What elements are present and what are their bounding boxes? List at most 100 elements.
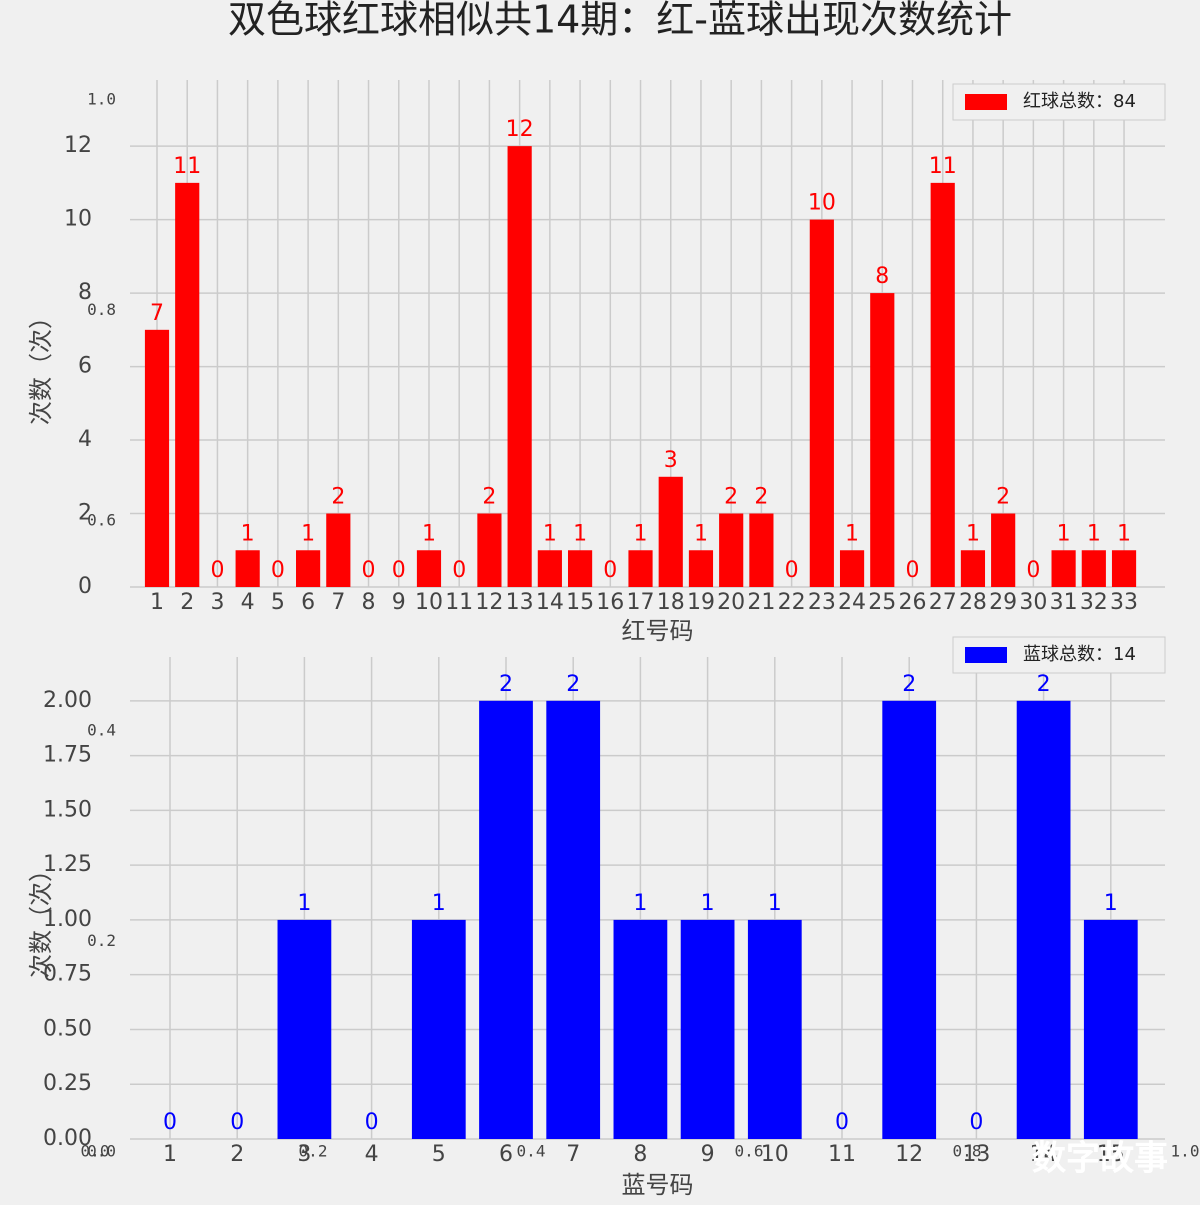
bg-y-tick-label: 0.6 xyxy=(87,510,116,529)
x-tick-label: 17 xyxy=(627,590,655,615)
x-tick-label: 9 xyxy=(392,590,406,615)
value-label: 2 xyxy=(724,485,738,510)
value-label: 2 xyxy=(499,672,513,697)
x-tick-label: 23 xyxy=(808,590,836,615)
x-tick-label: 21 xyxy=(747,590,775,615)
x-tick-label: 7 xyxy=(566,1142,580,1167)
x-tick-label: 11 xyxy=(445,590,473,615)
bar xyxy=(477,513,502,587)
x-axis-label: 蓝号码 xyxy=(622,1171,694,1199)
value-label: 0 xyxy=(362,558,376,583)
value-label: 1 xyxy=(845,521,859,546)
x-tick-label: 15 xyxy=(566,590,594,615)
value-label: 1 xyxy=(966,521,980,546)
bar xyxy=(567,550,593,587)
x-tick-label: 4 xyxy=(365,1142,379,1167)
y-axis-label: 次数（次） xyxy=(27,305,55,425)
x-tick-label: 15 xyxy=(1097,1142,1125,1167)
x-tick-label: 3 xyxy=(297,1142,311,1167)
y-tick-label: 0 xyxy=(78,574,92,599)
y-tick-label: 10 xyxy=(64,207,92,232)
value-label: 2 xyxy=(754,485,768,510)
value-label: 0 xyxy=(603,558,617,583)
x-tick-label: 4 xyxy=(241,590,255,615)
x-tick-label: 5 xyxy=(271,590,285,615)
x-tick-label: 19 xyxy=(687,590,715,615)
value-label: 3 xyxy=(664,448,678,473)
y-tick-label: 1.50 xyxy=(43,797,92,822)
x-tick-label: 8 xyxy=(633,1142,647,1167)
value-label: 0 xyxy=(835,1110,849,1135)
value-label: 2 xyxy=(566,672,580,697)
bar xyxy=(296,550,321,587)
y-tick-label: 0.00 xyxy=(43,1126,92,1151)
value-label: 2 xyxy=(482,485,496,510)
value-label: 2 xyxy=(996,485,1010,510)
value-label: 0 xyxy=(1026,558,1040,583)
bg-y-tick-label: 0.8 xyxy=(87,300,116,319)
value-label: 0 xyxy=(785,558,799,583)
bar xyxy=(930,182,955,587)
bar xyxy=(809,219,834,587)
y-tick-label: 2 xyxy=(78,501,92,526)
x-tick-label: 8 xyxy=(362,590,376,615)
bg-x-tick-label: 1.0 xyxy=(1171,1142,1200,1161)
bg-x-tick-label: 0.0 xyxy=(81,1142,110,1161)
x-tick-label: 31 xyxy=(1050,590,1078,615)
y-tick-label: 6 xyxy=(78,354,92,379)
x-tick-label: 24 xyxy=(838,590,866,615)
watermark: 数字故事 xyxy=(1032,1139,1168,1179)
bg-x-tick-label: 0.2 xyxy=(299,1142,328,1161)
x-tick-label: 28 xyxy=(959,590,987,615)
value-label: 1 xyxy=(694,521,708,546)
value-label: 0 xyxy=(365,1110,379,1135)
x-tick-label: 25 xyxy=(868,590,896,615)
x-tick-label: 29 xyxy=(989,590,1017,615)
value-label: 0 xyxy=(452,558,466,583)
legend-swatch xyxy=(965,94,1007,110)
value-label: 2 xyxy=(902,672,916,697)
x-tick-label: 6 xyxy=(499,1142,513,1167)
value-label: 1 xyxy=(768,891,782,916)
bar xyxy=(479,700,533,1139)
y-tick-label: 12 xyxy=(64,133,92,158)
y-tick-label: 1.00 xyxy=(43,907,92,932)
value-label: 1 xyxy=(1104,891,1118,916)
figure-title: 双色球红球相似共14期：红-蓝球出现次数统计 xyxy=(228,0,1012,42)
value-label: 1 xyxy=(701,891,715,916)
value-label: 1 xyxy=(1057,521,1071,546)
bg-y-tick-label: 0.4 xyxy=(87,721,116,740)
bar xyxy=(680,919,735,1139)
y-axis-label: 次数（次） xyxy=(27,858,55,978)
bar xyxy=(747,919,802,1139)
bar xyxy=(688,550,714,587)
bg-y-tick-label: 1.0 xyxy=(87,90,116,109)
value-label: 10 xyxy=(808,191,836,216)
x-tick-label: 5 xyxy=(432,1142,446,1167)
bg-x-tick-label: 0.6 xyxy=(735,1142,764,1161)
x-tick-label: 1 xyxy=(163,1142,177,1167)
value-label: 0 xyxy=(230,1110,244,1135)
bar xyxy=(546,700,601,1139)
legend-label: 红球总数：84 xyxy=(1023,91,1136,112)
value-label: 11 xyxy=(173,154,201,179)
x-tick-label: 12 xyxy=(895,1142,923,1167)
x-tick-label: 27 xyxy=(929,590,957,615)
x-tick-label: 13 xyxy=(962,1142,990,1167)
legend-swatch xyxy=(965,647,1007,663)
value-label: 0 xyxy=(163,1110,177,1135)
value-label: 1 xyxy=(301,521,315,546)
value-label: 1 xyxy=(543,521,557,546)
y-tick-label: 2.00 xyxy=(43,688,92,713)
x-tick-label: 18 xyxy=(657,590,685,615)
x-tick-label: 32 xyxy=(1080,590,1108,615)
value-label: 2 xyxy=(1037,672,1051,697)
bar xyxy=(507,146,532,587)
x-tick-label: 12 xyxy=(475,590,503,615)
value-label: 1 xyxy=(573,521,587,546)
y-tick-label: 1.75 xyxy=(43,743,92,768)
bar xyxy=(1016,700,1071,1139)
value-label: 1 xyxy=(634,521,648,546)
y-tick-label: 0.75 xyxy=(43,962,92,987)
